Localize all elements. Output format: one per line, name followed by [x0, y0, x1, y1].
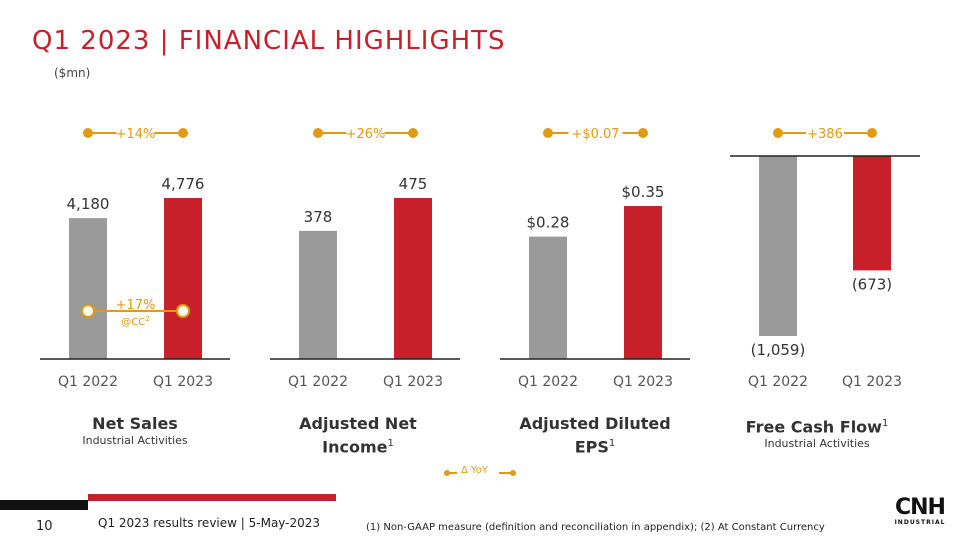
cc-footnote-marker: 2 — [145, 315, 149, 323]
cc-delta-sublabel: @CC2 — [121, 315, 149, 328]
bar-current — [394, 198, 432, 359]
delta-legend-label: Δ YoY — [461, 465, 489, 476]
delta-dot-left — [543, 128, 553, 138]
footnote-marker: 1 — [881, 418, 889, 429]
legend-dot-right — [510, 470, 516, 476]
chart-title-free-cash-flow: Free Cash Flow1 Industrial Activities — [722, 414, 912, 451]
bar-current — [624, 206, 662, 359]
data-label: $0.35 — [622, 183, 665, 201]
chart-title-text: Net Sales — [92, 414, 178, 433]
delta-label: +14% — [116, 127, 156, 142]
delta-dot-right — [638, 128, 648, 138]
data-label: (673) — [852, 275, 892, 293]
footer-black-bar — [0, 500, 88, 510]
data-label: $0.28 — [527, 214, 570, 232]
delta-label: +386 — [807, 127, 843, 142]
chart-subtitle: Industrial Activities — [764, 437, 870, 451]
category-label: Q1 2022 — [748, 374, 808, 390]
data-label: 4,776 — [162, 175, 205, 193]
cnh-logo: CNH INDUSTRIAL — [890, 495, 950, 527]
chart-title-text: Adjusted Diluted EPS — [519, 414, 671, 457]
category-label: Q1 2022 — [58, 374, 118, 390]
data-label: (1,059) — [751, 341, 806, 359]
data-label: 378 — [304, 208, 333, 226]
page-number: 10 — [36, 519, 53, 534]
chart-subtitle: Industrial Activities — [82, 434, 188, 447]
bar-current — [853, 156, 891, 271]
delta-label-bg — [806, 124, 844, 142]
delta-label: +$0.07 — [571, 127, 619, 142]
footnote: (1) Non-GAAP measure (definition and rec… — [366, 522, 825, 533]
footnote-marker: 1 — [608, 438, 616, 449]
chart-title-text: Free Cash Flow — [745, 417, 882, 437]
delta-label-bg — [568, 124, 623, 142]
category-label: Q1 2023 — [613, 374, 673, 390]
delta-label-bg — [116, 124, 155, 142]
page-title: Q1 2023 | FINANCIAL HIGHLIGHTS — [32, 26, 506, 56]
bar-prior — [299, 230, 337, 359]
unit-label: ($mn) — [54, 66, 91, 80]
delta-dot-left — [83, 128, 93, 138]
footer-red-bar — [88, 494, 336, 501]
logo-subtext: INDUSTRIAL — [894, 519, 946, 526]
delta-dot-right — [867, 128, 877, 138]
delta-dot-right — [178, 128, 188, 138]
delta-dot-right — [408, 128, 418, 138]
category-label: Q1 2022 — [518, 374, 578, 390]
chart-title-adjusted-diluted-eps: Adjusted Diluted EPS1 — [500, 414, 690, 457]
bar-prior — [759, 156, 797, 336]
logo-mark: CNH — [895, 495, 946, 520]
footnote-marker: 1 — [387, 438, 394, 449]
category-label: Q1 2022 — [288, 374, 348, 390]
bar-prior — [529, 236, 567, 359]
data-label: 4,180 — [67, 195, 110, 213]
cc-delta-dot-left — [81, 304, 95, 318]
cc-delta-dot-right — [176, 304, 190, 318]
category-label: Q1 2023 — [383, 374, 443, 390]
category-label: Q1 2023 — [153, 374, 213, 390]
category-label: Q1 2023 — [842, 374, 902, 390]
cc-delta-label: +17% — [116, 298, 156, 313]
bar-prior — [69, 218, 107, 359]
chart-title-adjusted-net-income: Adjusted Net Income1 — [263, 414, 453, 457]
data-label: 475 — [399, 175, 428, 193]
delta-dot-left — [773, 128, 783, 138]
delta-label: +26% — [346, 127, 386, 142]
review-date: Q1 2023 results review | 5-May-2023 — [98, 516, 321, 530]
delta-label-bg — [346, 124, 385, 142]
delta-legend-graphic — [444, 470, 516, 476]
chart-title-net-sales: Net Sales Industrial Activities — [40, 414, 230, 448]
delta-dot-left — [313, 128, 323, 138]
bar-current — [164, 198, 202, 359]
chart-title-text: Adjusted Net Income — [299, 414, 417, 457]
